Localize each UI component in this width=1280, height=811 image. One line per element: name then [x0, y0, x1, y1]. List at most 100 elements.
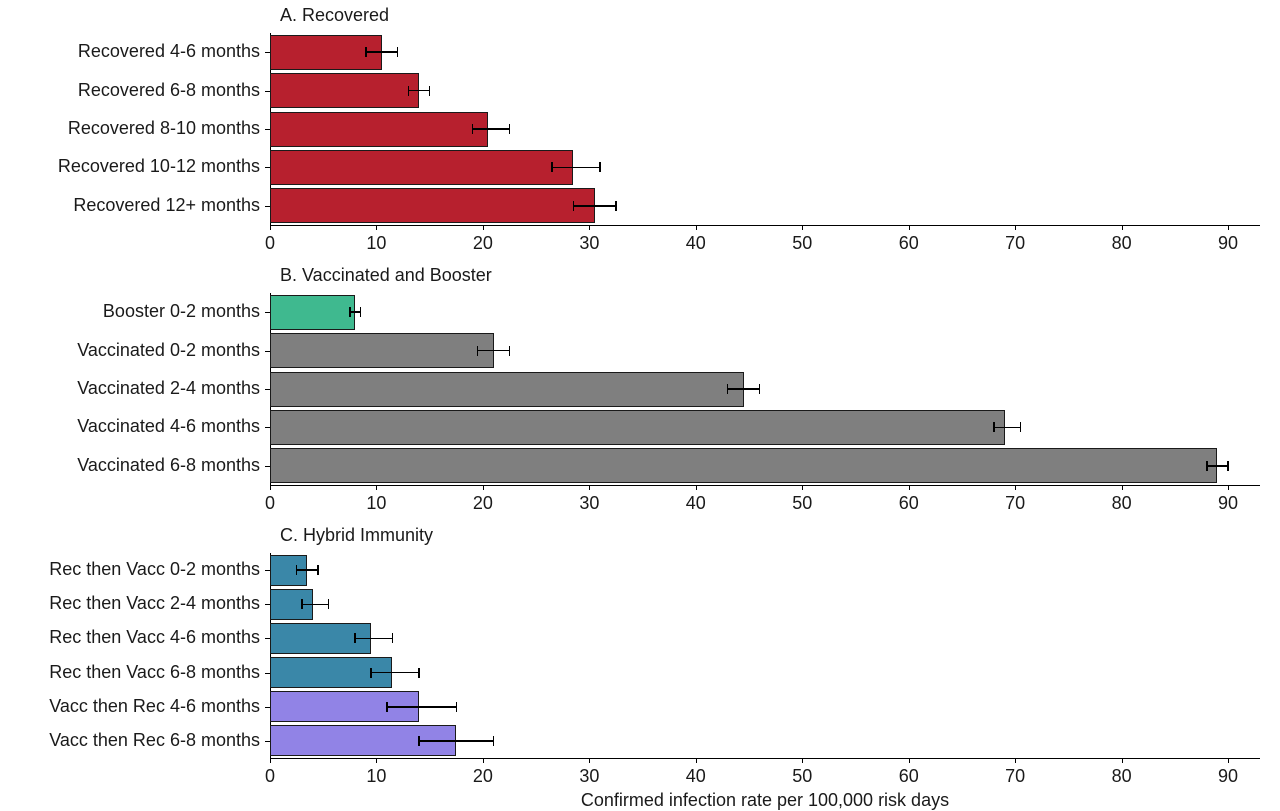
x-tick-label: 10 [366, 766, 386, 787]
bar [270, 112, 488, 147]
x-tick-label: 90 [1218, 493, 1238, 514]
y-tick [265, 707, 270, 708]
x-tick-label: 70 [1005, 766, 1025, 787]
category-label: Recovered 6-8 months [78, 80, 260, 101]
x-tick [1228, 225, 1229, 230]
x-tick [1015, 485, 1016, 490]
x-tick-label: 40 [686, 493, 706, 514]
category-label: Vacc then Rec 4-6 months [49, 696, 260, 717]
x-tick [1015, 758, 1016, 763]
x-tick-label: 80 [1112, 233, 1132, 254]
y-tick [265, 91, 270, 92]
x-tick [270, 485, 271, 490]
category-label: Recovered 10-12 months [58, 156, 260, 177]
y-tick [265, 604, 270, 605]
y-tick [265, 673, 270, 674]
x-tick [376, 225, 377, 230]
x-axis-line [270, 225, 1260, 226]
x-tick [376, 485, 377, 490]
panel-title: C. Hybrid Immunity [280, 525, 433, 546]
x-tick [376, 758, 377, 763]
panel-title: B. Vaccinated and Booster [280, 265, 492, 286]
bar [270, 295, 355, 330]
x-tick [802, 485, 803, 490]
x-tick [696, 758, 697, 763]
y-tick [265, 129, 270, 130]
x-tick [802, 758, 803, 763]
bar [270, 333, 494, 368]
x-axis-line [270, 485, 1260, 486]
category-label: Rec then Vacc 6-8 months [49, 662, 260, 683]
x-tick-label: 50 [792, 766, 812, 787]
x-tick [1122, 758, 1123, 763]
x-tick [909, 758, 910, 763]
bar [270, 73, 419, 108]
category-label: Booster 0-2 months [103, 301, 260, 322]
panel-title: A. Recovered [280, 5, 389, 26]
x-tick-label: 30 [579, 766, 599, 787]
x-tick [589, 758, 590, 763]
x-tick [1228, 758, 1229, 763]
x-tick-label: 0 [265, 766, 275, 787]
x-tick-label: 70 [1005, 493, 1025, 514]
x-tick [1122, 485, 1123, 490]
x-axis-line [270, 758, 1260, 759]
bar [270, 372, 744, 407]
chart-root: A. RecoveredRecovered 4-6 monthsRecovere… [0, 0, 1280, 799]
y-tick [265, 167, 270, 168]
y-tick [265, 638, 270, 639]
y-tick [265, 312, 270, 313]
x-tick [909, 485, 910, 490]
x-tick [1122, 225, 1123, 230]
bar [270, 589, 313, 620]
bar [270, 555, 307, 586]
x-tick [270, 758, 271, 763]
y-tick [265, 389, 270, 390]
x-tick [802, 225, 803, 230]
category-label: Vaccinated 2-4 months [77, 378, 260, 399]
x-tick-label: 90 [1218, 233, 1238, 254]
category-label: Vaccinated 0-2 months [77, 340, 260, 361]
x-tick-label: 0 [265, 493, 275, 514]
bar [270, 657, 392, 688]
x-tick [589, 225, 590, 230]
x-tick [1228, 485, 1229, 490]
bar [270, 623, 371, 654]
y-tick [265, 741, 270, 742]
bar [270, 691, 419, 722]
category-label: Rec then Vacc 2-4 months [49, 593, 260, 614]
y-tick [265, 351, 270, 352]
category-label: Vaccinated 4-6 months [77, 416, 260, 437]
y-tick [265, 206, 270, 207]
x-tick-label: 80 [1112, 493, 1132, 514]
category-label: Rec then Vacc 0-2 months [49, 559, 260, 580]
x-tick-label: 60 [899, 493, 919, 514]
x-tick-label: 20 [473, 493, 493, 514]
bar [270, 35, 382, 70]
x-tick [483, 758, 484, 763]
category-label: Vaccinated 6-8 months [77, 455, 260, 476]
y-tick [265, 570, 270, 571]
y-tick [265, 466, 270, 467]
y-tick [265, 427, 270, 428]
x-tick [483, 225, 484, 230]
x-tick-label: 40 [686, 233, 706, 254]
bar [270, 410, 1005, 445]
category-label: Vacc then Rec 6-8 months [49, 730, 260, 751]
x-tick-label: 60 [899, 233, 919, 254]
x-tick-label: 10 [366, 233, 386, 254]
x-tick [270, 225, 271, 230]
x-tick-label: 50 [792, 233, 812, 254]
x-tick [483, 485, 484, 490]
x-tick-label: 90 [1218, 766, 1238, 787]
bar [270, 725, 456, 756]
x-tick-label: 60 [899, 766, 919, 787]
x-tick-label: 20 [473, 233, 493, 254]
x-tick-label: 10 [366, 493, 386, 514]
x-axis-title: Confirmed infection rate per 100,000 ris… [270, 790, 1260, 811]
bar [270, 188, 595, 223]
y-tick [265, 52, 270, 53]
x-tick-label: 50 [792, 493, 812, 514]
category-label: Rec then Vacc 4-6 months [49, 627, 260, 648]
x-tick-label: 20 [473, 766, 493, 787]
